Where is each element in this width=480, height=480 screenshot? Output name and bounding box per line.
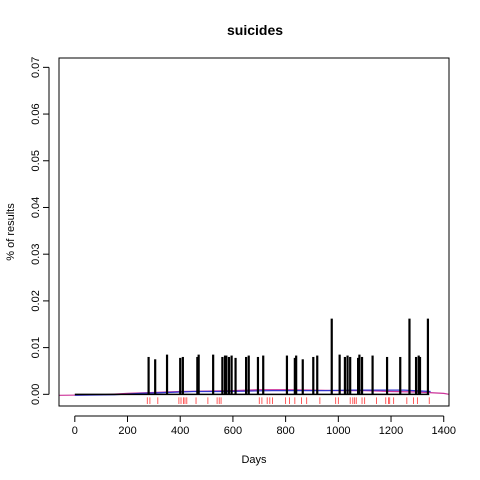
chart-title: suicides	[227, 22, 283, 38]
x-tick-label: 1000	[326, 425, 350, 437]
x-tick-label: 600	[224, 425, 242, 437]
y-tick-label: 0.07	[30, 57, 42, 78]
x-tick-label: 200	[118, 425, 136, 437]
y-axis-label: % of results	[5, 203, 17, 261]
y-tick-label: 0.01	[30, 337, 42, 358]
x-tick-label: 1400	[431, 425, 455, 437]
x-axis-label: Days	[241, 454, 267, 466]
y-tick-label: 0.06	[30, 103, 42, 124]
x-tick-label: 0	[72, 425, 78, 437]
x-tick-label: 400	[171, 425, 189, 437]
y-tick-label: 0.03	[30, 243, 42, 264]
y-tick-label: 0.05	[30, 150, 42, 171]
y-tick-label: 0.00	[30, 384, 42, 405]
plot-frame	[58, 57, 450, 407]
y-tick-label: 0.02	[30, 290, 42, 311]
plot-area	[58, 318, 450, 404]
x-axis: 0 200 400 600 800 1000 1200 1400	[72, 415, 456, 437]
x-tick-label: 1200	[379, 425, 403, 437]
x-tick-label: 800	[276, 425, 294, 437]
y-axis: 0.00 0.01 0.02 0.03 0.04 0.05 0.06 0.07	[30, 57, 50, 405]
y-tick-label: 0.04	[30, 197, 42, 218]
